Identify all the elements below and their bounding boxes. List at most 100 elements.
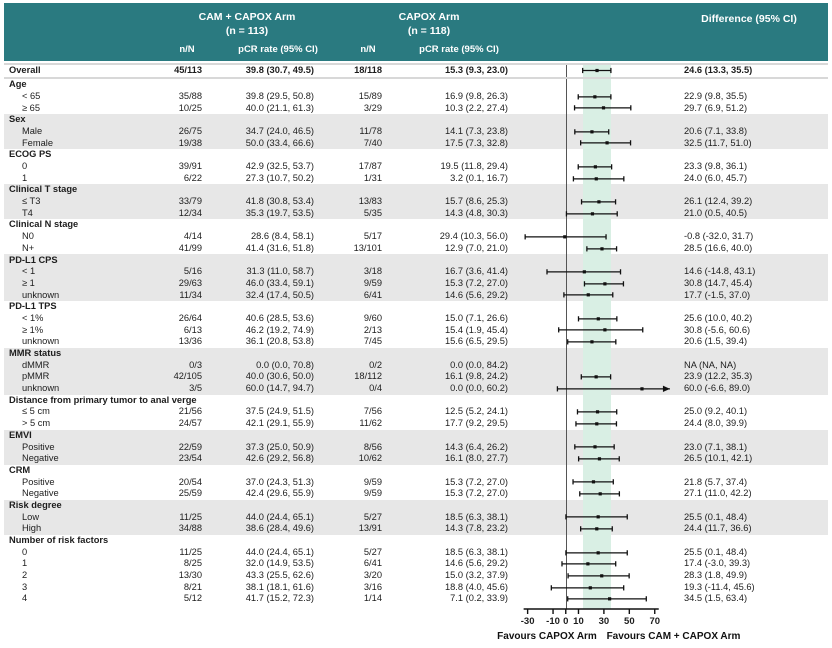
difference-value: 21.0 (0.5, 40.5) bbox=[684, 207, 748, 218]
arm1-nn-value: 25/59 bbox=[178, 488, 202, 499]
data-row: ≥ 1% 6/13 46.2 (19.2, 74.9) 2/13 15.4 (1.9, … bbox=[4, 324, 828, 337]
forest-plot-cell bbox=[520, 301, 670, 313]
arm2-pcr-value: 15.3 (7.2, 27.0) bbox=[444, 488, 508, 499]
subgroup-label: Number of risk factors bbox=[9, 535, 109, 545]
arm1-pcr-value: 40.0 (30.6, 50.0) bbox=[245, 371, 314, 382]
subgroup-label: Low bbox=[22, 511, 40, 522]
subgroup-label: Distance from primary tumor to anal verg… bbox=[9, 394, 197, 405]
forest-plot-cell bbox=[520, 406, 670, 418]
zero-line bbox=[565, 184, 567, 196]
section-row: Distance from primary tumor to anal verg… bbox=[4, 394, 828, 407]
arm1-pcr-value: 42.4 (29.6, 55.9) bbox=[245, 488, 314, 499]
ci-marker bbox=[580, 140, 632, 146]
arm2-pcr-value: 16.1 (9.8, 24.2) bbox=[444, 371, 508, 382]
arm1-nn-value: 0/3 bbox=[189, 359, 202, 370]
arm1-n: (n = 113) bbox=[225, 25, 269, 38]
data-row: 2 13/30 43.3 (25.5, 62.6) 3/20 15.0 (3.2, 37… bbox=[4, 569, 828, 582]
arm2-pcr-value: 15.0 (3.2, 37.9) bbox=[444, 570, 508, 581]
section-row: Clinical T stage bbox=[4, 184, 828, 196]
axis-tick-label: 10 bbox=[573, 616, 584, 627]
arm2-pcr-value: 12.5 (5.2, 24.1) bbox=[444, 406, 508, 417]
difference-value: 24.0 (6.0, 45.7) bbox=[684, 172, 748, 183]
forest-plot-cell bbox=[520, 534, 670, 547]
arm1-nn-value: 12/34 bbox=[178, 207, 202, 218]
subgroup-label: MMR status bbox=[9, 348, 62, 358]
difference-value: 24.4 (11.7, 36.6) bbox=[684, 523, 752, 534]
difference-value: 24.6 (13.3, 35.5) bbox=[684, 65, 753, 76]
forest-plot-cell bbox=[520, 336, 670, 348]
forest-plot-cell bbox=[520, 149, 670, 161]
arm1-pcr-value: 39.8 (29.5, 50.8) bbox=[245, 90, 314, 101]
ci-reference-band bbox=[582, 184, 611, 196]
forest-plot-cell bbox=[520, 125, 670, 138]
arm1-pcr-value: 38.6 (28.4, 49.6) bbox=[245, 523, 314, 534]
difference-value: 25.6 (10.0, 40.2) bbox=[684, 312, 753, 323]
arm1-pcr-value: 27.3 (10.7, 50.2) bbox=[245, 172, 314, 183]
data-row: pMMR 42/105 40.0 (30.6, 50.0) 18/112 16.1 (9… bbox=[4, 371, 828, 383]
forest-plot-cell bbox=[520, 254, 670, 266]
forest-plot-cell bbox=[520, 207, 670, 220]
favours-labels: Favours CAPOX Arm Favours CAM + CAPOX Ar… bbox=[4, 631, 828, 648]
forest-plot-cell bbox=[520, 312, 670, 325]
arm1-pcr-value: 32.4 (17.4, 50.5) bbox=[245, 289, 314, 300]
arm1-nn-value: 6/13 bbox=[183, 324, 202, 335]
subgroup-label: ≥ 1% bbox=[22, 324, 44, 335]
arm1-pcr-value: 42.1 (29.1, 55.9) bbox=[245, 418, 314, 429]
difference-value: 29.7 (6.9, 51.2) bbox=[684, 102, 748, 113]
subgroup-label: PD-L1 CPS bbox=[9, 254, 58, 265]
arm1-pcr-value: 32.0 (14.9, 53.5) bbox=[245, 558, 314, 569]
ci-reference-band bbox=[582, 347, 611, 360]
arm1-nn-value: 45/113 bbox=[174, 65, 202, 76]
arm2-nn-value: 18/118 bbox=[354, 65, 382, 76]
forest-plot-cell bbox=[520, 137, 670, 150]
forest-plot-cell bbox=[520, 581, 670, 594]
subgroup-label: Negative bbox=[22, 453, 59, 464]
arm1-pcr-colheader: pCR rate (95% CI) bbox=[238, 44, 318, 55]
data-row: N+ 41/99 41.4 (31.6, 51.8) 13/101 12.9 (7.0,… bbox=[4, 242, 828, 255]
ci-marker bbox=[546, 269, 622, 275]
arm1-nn-value: 22/59 bbox=[178, 441, 202, 452]
difference-header: Difference (95% CI) bbox=[701, 13, 797, 25]
zero-line bbox=[565, 160, 567, 173]
arm2-pcr-value: 14.3 (4.8, 30.3) bbox=[444, 207, 508, 218]
arm2-pcr-value: 29.4 (10.3, 56.0) bbox=[439, 231, 508, 242]
ci-reference-band bbox=[582, 394, 611, 407]
ci-marker bbox=[565, 514, 628, 520]
difference-value: 26.5 (10.1, 42.1) bbox=[684, 453, 753, 464]
subgroup-label: unknown bbox=[22, 336, 60, 347]
ci-marker bbox=[574, 128, 610, 135]
subgroup-label: ≥ 1 bbox=[22, 277, 35, 288]
section-row: CRM bbox=[4, 464, 828, 477]
data-row: < 1% 26/64 40.6 (28.5, 53.6) 9/60 15.0 (7.1,… bbox=[4, 312, 828, 325]
zero-line bbox=[565, 277, 567, 290]
difference-value: 60.0 (-6.6, 89.0) bbox=[684, 383, 751, 394]
difference-value: 21.8 (5.7, 37.4) bbox=[684, 476, 748, 487]
difference-value: 23.9 (12.2, 35.3) bbox=[684, 371, 753, 382]
data-row: unknown 3/5 60.0 (14.7, 94.7) 0/4 0.0 (0.0, … bbox=[4, 382, 828, 395]
zero-line bbox=[565, 79, 567, 91]
zero-line bbox=[565, 359, 567, 372]
arm2-nn-value: 3/16 bbox=[363, 581, 382, 592]
forest-plot-cell bbox=[520, 569, 670, 582]
subgroup-label: ≤ 5 cm bbox=[22, 406, 50, 417]
forest-plot-cell bbox=[520, 242, 670, 255]
forest-plot-cell bbox=[520, 488, 670, 500]
data-row: N0 4/14 28.6 (8.4, 58.1) 5/17 29.4 (10.3, 56… bbox=[4, 230, 828, 243]
ci-reference-band bbox=[582, 604, 611, 609]
forest-plot-cell bbox=[520, 441, 670, 453]
subgroup-label: 4 bbox=[22, 593, 28, 604]
data-row: Male 26/75 34.7 (24.0, 46.5) 11/78 14.1 (7.3… bbox=[4, 125, 828, 138]
ci-marker bbox=[524, 234, 607, 240]
ci-marker bbox=[577, 93, 612, 100]
arm2-nn-value: 5/27 bbox=[363, 546, 382, 557]
arm2-pcr-value: 14.1 (7.3, 23.8) bbox=[444, 125, 508, 136]
ci-marker bbox=[577, 456, 620, 462]
arm1-nn-value: 26/64 bbox=[178, 312, 202, 323]
subgroup-label: dMMR bbox=[22, 359, 50, 370]
arm1-pcr-value: 37.5 (24.9, 51.5) bbox=[245, 406, 314, 417]
forest-plot-cell bbox=[520, 172, 670, 185]
ci-marker bbox=[577, 315, 618, 322]
arm1-nn-value: 35/88 bbox=[178, 90, 202, 101]
ci-reference-band bbox=[582, 534, 611, 547]
forest-plot-cell bbox=[520, 511, 670, 524]
